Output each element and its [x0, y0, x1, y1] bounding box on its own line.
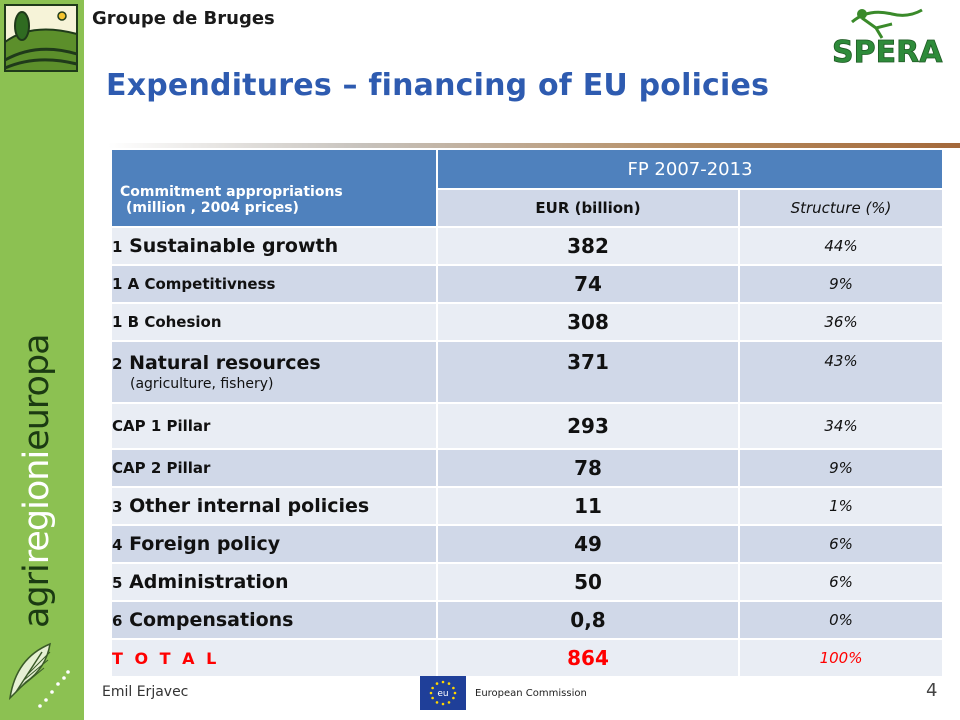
row-label: 2 Natural resources (agriculture, fisher… — [110, 340, 438, 404]
row-label: 1 A Competitivness — [110, 264, 438, 304]
row-value: 293 — [436, 402, 740, 450]
row-label: 1 Sustainable growth — [110, 226, 438, 266]
table-row: CAP 2 Pillar 78 9% — [110, 448, 945, 488]
row-value: 11 — [436, 486, 740, 526]
row-percent: 36% — [737, 302, 945, 342]
page-number: 4 — [926, 680, 938, 701]
page-title: Expenditures – financing of EU policies — [106, 68, 770, 103]
column-header-structure: Structure (%) — [737, 188, 945, 228]
table-row: 1 A Competitivness 74 9% — [110, 264, 945, 304]
row-label: 6 Compensations — [110, 600, 438, 640]
total-value: 864 — [436, 638, 740, 678]
total-percent: 100% — [737, 638, 945, 678]
row-label: 1 B Cohesion — [110, 302, 438, 342]
row-label: 4 Foreign policy — [110, 524, 438, 564]
row-value: 382 — [436, 226, 740, 266]
author-name: Emil Erjavec — [102, 684, 189, 700]
row-label: CAP 1 Pillar — [110, 402, 438, 450]
table-row: CAP 1 Pillar 293 34% — [110, 402, 945, 450]
row-percent: 1% — [737, 486, 945, 526]
table-row: 6 Compensations 0,8 0% — [110, 600, 945, 640]
landscape-logo-icon — [2, 2, 80, 74]
row-percent: 0% — [737, 600, 945, 640]
european-commission-label: European Commission — [475, 688, 587, 699]
row-percent: 44% — [737, 226, 945, 266]
spera-logo: SPERA — [832, 8, 944, 68]
row-percent: 9% — [737, 448, 945, 488]
spera-logo-text: SPERA — [832, 35, 943, 68]
row-note: (agriculture, fishery) — [130, 376, 274, 392]
group-name: Groupe de Bruges — [92, 8, 275, 29]
row-percent: 9% — [737, 264, 945, 304]
row-percent: 6% — [737, 524, 945, 564]
table-row: 4 Foreign policy 49 6% — [110, 524, 945, 564]
table-row: 1 Sustainable growth 382 44% — [110, 226, 945, 266]
table-header-appropriations: Commitment appropriations (million , 200… — [110, 148, 438, 228]
expenditure-table: Commitment appropriations (million , 200… — [110, 148, 945, 678]
agriregionieuropa-wordmark: agriregionieuropa — [17, 334, 57, 628]
row-percent: 6% — [737, 562, 945, 602]
table-row: 2 Natural resources (agriculture, fisher… — [110, 340, 945, 404]
eu-flag-text: eu — [437, 689, 448, 699]
row-percent: 34% — [737, 402, 945, 450]
row-value: 74 — [436, 264, 740, 304]
divider — [108, 143, 960, 148]
table-header-period: FP 2007-2013 — [435, 148, 945, 190]
eu-flag-icon: eu — [420, 676, 466, 710]
table-row: 1 B Cohesion 308 36% — [110, 302, 945, 342]
row-value: 49 — [436, 524, 740, 564]
row-value: 0,8 — [436, 600, 740, 640]
total-label: T O T A L — [110, 638, 438, 678]
row-value: 50 — [436, 562, 740, 602]
table-row: 5 Administration 50 6% — [110, 562, 945, 602]
row-label: CAP 2 Pillar — [110, 448, 438, 488]
row-label: 3 Other internal policies — [110, 486, 438, 526]
row-value: 308 — [436, 302, 740, 342]
row-value: 371 — [436, 340, 740, 404]
row-label: 5 Administration — [110, 562, 438, 602]
row-percent: 43% — [737, 340, 945, 404]
table-row-total: T O T A L 864 100% — [110, 638, 945, 678]
column-header-eur: EUR (billion) — [436, 188, 740, 228]
field-leaf-logo-icon — [8, 642, 70, 708]
table-row: 3 Other internal policies 11 1% — [110, 486, 945, 526]
sidebar-band: agriregionieuropa — [0, 0, 84, 720]
row-value: 78 — [436, 448, 740, 488]
